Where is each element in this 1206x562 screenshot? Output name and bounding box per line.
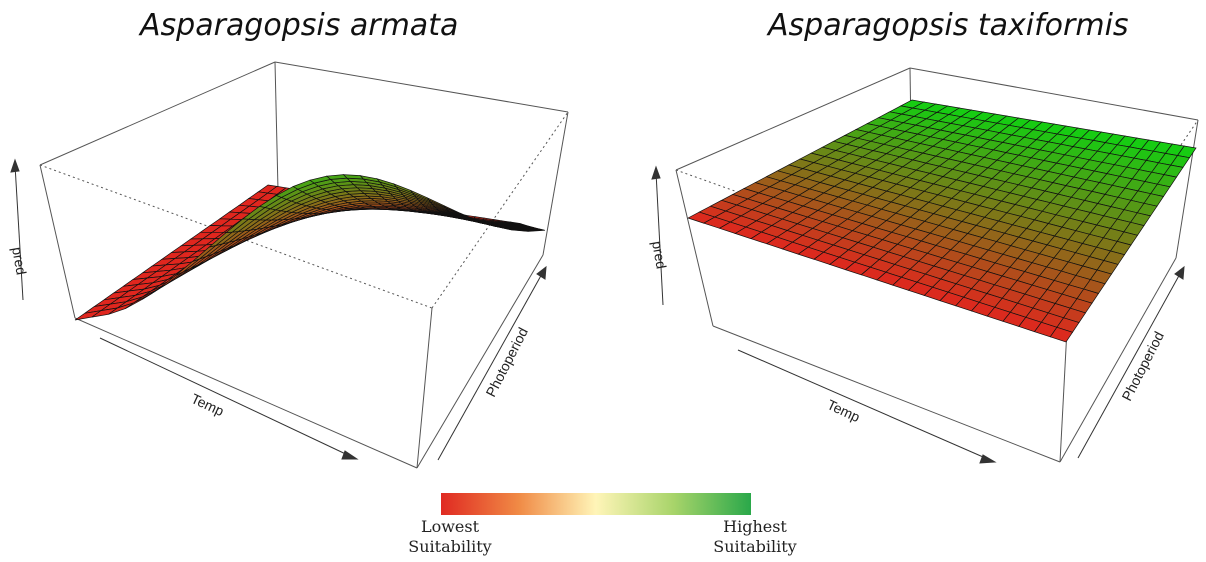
panel-2-surface [687,99,1197,343]
highest-suitability-label: Highest Suitability [713,517,797,556]
panel-1-surface [74,174,546,321]
surface-cell [1049,326,1074,343]
panel-1-zlabel: pred [9,246,30,276]
panel-1-xlabel: Temp [189,390,227,419]
panel-1-box [39,61,569,469]
suitability-color-bar [441,493,751,515]
panel-2-xlabel: Temp [825,396,863,425]
lowest-suitability-label: Lowest Suitability [408,517,492,556]
panel-2-axes [651,165,1185,464]
panel-title-armata: Asparagopsis armata [140,8,459,43]
panel-title-taxiformis: Asparagopsis taxiformis [768,8,1129,43]
panel-2-ylabel: Photoperiod [1118,329,1167,404]
surface-cell [527,229,546,232]
panel-1-axes [10,158,547,461]
panel-2-zlabel: pred [649,240,670,270]
